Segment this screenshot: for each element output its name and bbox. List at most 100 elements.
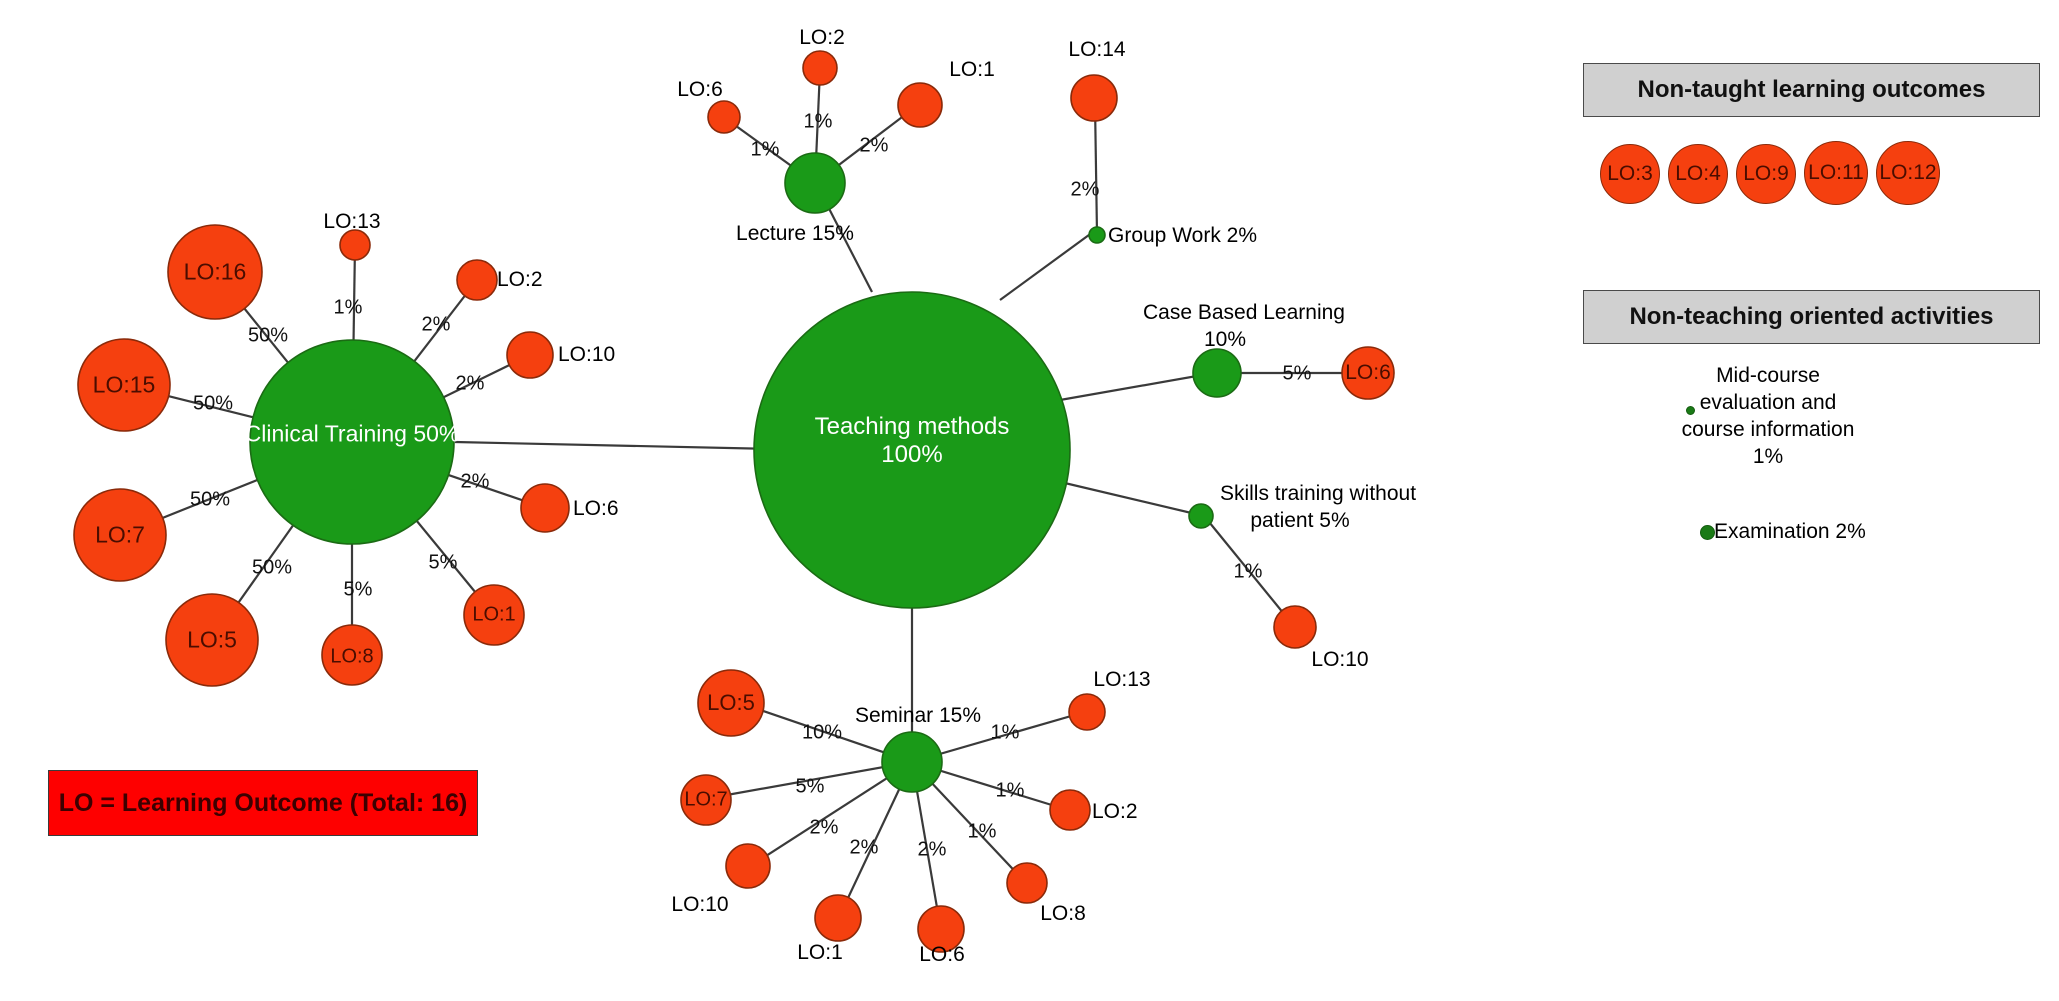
node-clinical-training[interactable] xyxy=(249,339,455,545)
node-lo13-seminar[interactable] xyxy=(1068,693,1106,731)
pct-casebased-lo6: 5% xyxy=(1282,362,1312,385)
node-lo16-clinical[interactable] xyxy=(167,224,263,320)
node-lo15-clinical[interactable] xyxy=(77,338,171,432)
lo6-seminar-label: LO:6 xyxy=(919,943,965,967)
lo13-clinical-label: LO:13 xyxy=(323,210,381,234)
pct-seminar-lo7: 5% xyxy=(795,775,825,798)
edge-teaching-lecture xyxy=(821,194,873,293)
pct-clinical-lo15: 50% xyxy=(192,392,234,415)
node-lo10-clinical[interactable] xyxy=(506,331,554,379)
node-lo1-lecture[interactable] xyxy=(897,82,943,128)
edge-teaching-groupwork xyxy=(999,231,1094,301)
non-taught-chip-lo4[interactable]: LO:4 xyxy=(1668,144,1728,204)
pct-clinical-lo13: 1% xyxy=(333,296,363,319)
lo1-lecture-label: LO:1 xyxy=(949,58,995,82)
pct-seminar-lo5: 10% xyxy=(801,721,843,744)
pct-lecture-lo6: 1% xyxy=(750,138,780,161)
lo6-lecture-label: LO:6 xyxy=(677,78,723,102)
teaching-methods-label: Teaching methods 100% xyxy=(815,413,1010,469)
lo15-clinical-label: LO:15 xyxy=(92,371,156,398)
activity-1-line1: Mid-course xyxy=(1716,364,1820,387)
pct-clinical-lo2: 2% xyxy=(421,313,451,336)
node-lo5-clinical[interactable] xyxy=(165,593,259,687)
non-taught-chip-lo11[interactable]: LO:11 xyxy=(1804,141,1868,205)
node-lo5-seminar[interactable] xyxy=(697,669,765,737)
lo10-clinical-label: LO:10 xyxy=(558,343,616,366)
node-group-work[interactable] xyxy=(1088,226,1106,244)
lo10-seminar-label: LO:10 xyxy=(671,893,729,917)
node-teaching-methods[interactable] xyxy=(753,291,1071,609)
pct-seminar-lo10: 2% xyxy=(809,816,839,839)
node-lo8-clinical[interactable] xyxy=(321,624,383,686)
node-lo13-clinical[interactable] xyxy=(339,229,371,261)
node-case-based-learning[interactable] xyxy=(1192,348,1242,398)
node-seminar[interactable] xyxy=(881,731,943,793)
lo13-seminar-label: LO:13 xyxy=(1093,668,1151,692)
node-lo6-casebased[interactable] xyxy=(1341,346,1395,400)
lo2-clinical-label: LO:2 xyxy=(497,268,543,291)
teaching-methods-line2: 100% xyxy=(881,441,943,468)
node-lo8-seminar[interactable] xyxy=(1006,862,1048,904)
node-lo2-lecture[interactable] xyxy=(802,50,838,86)
node-lo6-clinical[interactable] xyxy=(520,483,570,533)
pct-clinical-lo1: 5% xyxy=(428,551,458,574)
lo14-groupwork-label: LO:14 xyxy=(1068,38,1126,62)
pct-groupwork-lo14: 2% xyxy=(1070,178,1100,201)
edge-seminar-lo10 xyxy=(751,761,913,866)
non-taught-chip-lo12[interactable]: LO:12 xyxy=(1876,141,1940,205)
node-lo14-groupwork[interactable] xyxy=(1070,74,1118,122)
node-lo2-clinical[interactable] xyxy=(456,259,498,301)
case-based-line2: 10% xyxy=(1203,328,1247,352)
non-taught-header: Non-taught learning outcomes xyxy=(1583,63,2040,117)
pct-clinical-lo5: 50% xyxy=(251,556,293,579)
non-teaching-activity-1: Mid-course evaluation and course informa… xyxy=(1643,363,1893,471)
pct-seminar-lo6: 2% xyxy=(917,838,947,861)
node-lo7-clinical[interactable] xyxy=(73,488,167,582)
pct-skills-lo10: 1% xyxy=(1233,560,1263,583)
activity-1-line2: evaluation and xyxy=(1699,390,1837,414)
node-lo10-seminar[interactable] xyxy=(725,843,771,889)
lo1-seminar-label: LO:1 xyxy=(797,941,843,965)
node-lo1-clinical[interactable] xyxy=(463,584,525,646)
lo8-seminar-label: LO:8 xyxy=(1040,902,1086,926)
midcourse-dot-icon xyxy=(1686,406,1695,415)
non-taught-chip-lo3[interactable]: LO:3 xyxy=(1600,144,1660,204)
lo6-clinical-label: LO:6 xyxy=(573,497,619,520)
edge-seminar-lo7 xyxy=(709,760,913,800)
clinical-training-label: Clinical Training 50% xyxy=(244,420,460,447)
edge-teaching-casebased xyxy=(1059,371,1215,402)
pct-seminar-lo1: 2% xyxy=(849,836,879,859)
edge-skills-lo10 xyxy=(1204,516,1294,626)
node-lo6-lecture[interactable] xyxy=(707,100,741,134)
learning-outcome-key: LO = Learning Outcome (Total: 16) xyxy=(48,770,478,836)
node-lo2-seminar[interactable] xyxy=(1049,789,1091,831)
pct-clinical-lo16: 50% xyxy=(247,324,289,347)
lo10-skills-label: LO:10 xyxy=(1311,648,1369,672)
node-lo1-seminar[interactable] xyxy=(814,894,862,942)
pct-lecture-lo1: 2% xyxy=(859,134,889,157)
pct-seminar-lo13: 1% xyxy=(990,721,1020,744)
lo5-clinical-label: LO:5 xyxy=(187,626,237,653)
pct-clinical-lo10: 2% xyxy=(455,372,485,395)
pct-seminar-lo8: 1% xyxy=(967,820,997,843)
node-lo7-seminar[interactable] xyxy=(680,774,732,826)
edge-teaching-skills xyxy=(1051,478,1201,517)
non-teaching-header: Non-teaching oriented activities xyxy=(1583,290,2040,344)
node-lo6-seminar[interactable] xyxy=(917,905,965,953)
non-taught-chip-lo9[interactable]: LO:9 xyxy=(1736,144,1796,204)
lo16-clinical-label: LO:16 xyxy=(183,258,247,285)
node-skills-training[interactable] xyxy=(1188,503,1214,529)
node-lo10-skills[interactable] xyxy=(1273,605,1317,649)
activity-1-line3: course information xyxy=(1681,417,1855,441)
teaching-methods-line1: Teaching methods xyxy=(814,413,1010,440)
lo1-clinical-label: LO:1 xyxy=(472,603,516,626)
seminar-label: Seminar 15% xyxy=(854,704,982,728)
lo5-seminar-label: LO:5 xyxy=(707,690,755,715)
non-taught-chip-row: LO:3 LO:4 LO:9 LO:11 LO:12 xyxy=(1600,141,1940,205)
lo8-clinical-label: LO:8 xyxy=(330,645,374,668)
lo7-seminar-label: LO:7 xyxy=(684,788,728,811)
node-lecture[interactable] xyxy=(784,152,846,214)
pct-clinical-lo6: 2% xyxy=(460,470,490,493)
